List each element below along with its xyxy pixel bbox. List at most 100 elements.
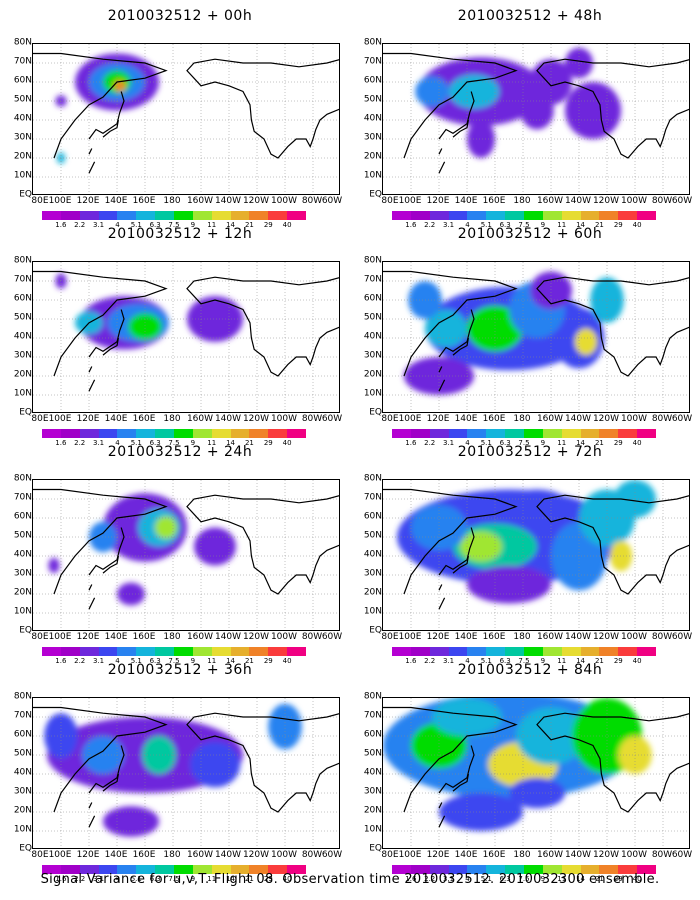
legend-swatch	[524, 211, 543, 220]
longitude-tick-label: 80W	[301, 414, 323, 424]
legend-value-label: 14	[576, 657, 586, 665]
legend-value-label: 29	[263, 221, 273, 229]
legend-value-label: 1.6	[55, 875, 67, 883]
latitude-tick-label: 30N	[363, 350, 382, 361]
latitude-tick-label: 80N	[13, 37, 32, 48]
latitude-axis: 80N 70N 60N 50N 40N 30N 20N 10N EQ	[360, 38, 382, 199]
legend-swatch	[429, 647, 449, 656]
longitude-tick-label: 120E	[76, 414, 100, 424]
coastline	[186, 494, 339, 595]
latitude-tick-label: 50N	[13, 94, 32, 105]
latitude-tick-label: 70N	[363, 274, 382, 285]
latitude-tick-label: 10N	[363, 606, 382, 617]
legend-swatch	[60, 429, 80, 438]
legend-value-label: 29	[263, 439, 273, 447]
longitude-tick-label: 160E	[482, 850, 506, 860]
legend-value-label: 5.1	[130, 221, 142, 229]
legend-value-label: 9	[540, 221, 546, 229]
longitude-tick-label: 80E	[31, 850, 49, 860]
variance-region	[467, 120, 495, 158]
latitude-tick-label: 40N	[363, 113, 382, 124]
longitude-tick-label: 80E	[381, 196, 399, 206]
legend-value-label: 11	[557, 875, 567, 883]
map-canvas	[33, 480, 339, 630]
latitude-tick-label: EQ	[19, 843, 32, 854]
longitude-tick-label: 120E	[426, 632, 450, 642]
legend-swatch	[155, 211, 175, 220]
longitude-tick-label: 100W	[620, 414, 648, 424]
longitude-tick-label: 140E	[454, 632, 478, 642]
legend-value-label: 11	[207, 875, 217, 883]
legend-value-label: 6.3	[149, 439, 161, 447]
longitude-tick-label: 80W	[301, 632, 323, 642]
color-legend	[42, 865, 307, 874]
legend-value-label: 40	[282, 439, 292, 447]
longitude-axis: 80E 100E 120E 140E 160E 180 160W 140W 120W 100W 80…	[31, 850, 342, 861]
legend-value-label: 7.5	[168, 439, 180, 447]
latitude-tick-label: 50N	[363, 530, 382, 541]
coastline	[102, 555, 119, 574]
legend-value-label: 40	[282, 221, 292, 229]
legend-swatch	[60, 647, 80, 656]
legend-swatch	[192, 865, 212, 874]
map-panel: 2010032512 + 48h 80N 70N 60N 50N 40N 30N 20N 10N…	[360, 6, 700, 229]
variance-region	[268, 703, 302, 750]
variance-region	[142, 736, 176, 774]
latitude-tick-label: 20N	[13, 151, 32, 162]
legend-swatch	[505, 865, 525, 874]
longitude-tick-label: 140W	[564, 414, 592, 424]
longitude-tick-label: 120W	[242, 196, 270, 206]
legend-swatch	[561, 429, 581, 438]
latitude-tick-label: 10N	[13, 824, 32, 835]
coastline	[452, 555, 469, 574]
legend-swatch	[287, 647, 307, 656]
legend-value-label: 9	[190, 657, 196, 665]
longitude-tick-label: 120W	[242, 632, 270, 642]
legend-swatch	[79, 647, 99, 656]
longitude-axis: 80E 100E 120E 140E 160E 180 160W 140W 120W 100W 80…	[31, 414, 342, 425]
latitude-tick-label: 60N	[13, 75, 32, 86]
latitude-axis: 80N 70N 60N 50N 40N 30N 20N 10N EQ	[10, 38, 32, 199]
legend-value-label: 40	[282, 657, 292, 665]
legend-value-label: 2.2	[424, 439, 436, 447]
legend-value-label: 5.1	[480, 875, 492, 883]
longitude-tick-label: 180	[163, 414, 181, 424]
map-frame	[32, 43, 340, 195]
map-panel: 2010032512 + 12h 80N 70N 60N 50N 40N 30N 20N 10N…	[10, 224, 350, 447]
color-legend	[392, 647, 657, 656]
latitude-tick-label: 70N	[13, 274, 32, 285]
longitude-tick-label: 100E	[398, 632, 422, 642]
longitude-tick-label: 120W	[592, 632, 620, 642]
longitude-tick-label: 80W	[651, 196, 673, 206]
latitude-tick-label: 40N	[363, 767, 382, 778]
variance-region	[128, 313, 162, 340]
latitude-tick-label: 80N	[13, 473, 32, 484]
map-canvas	[33, 262, 339, 412]
legend-swatch	[410, 429, 430, 438]
legend-swatch	[637, 647, 657, 656]
legend-swatch	[268, 865, 288, 874]
longitude-tick-label: 160W	[536, 196, 564, 206]
legend-value-label: 1.6	[55, 657, 67, 665]
legend-value-label: 29	[613, 439, 623, 447]
legend-swatch	[287, 429, 307, 438]
longitude-tick-label: 120E	[426, 196, 450, 206]
map-panel: 2010032512 + 00h 80N 70N 60N 50N 40N 30N 20N 10N…	[10, 6, 350, 229]
coastline	[438, 91, 475, 140]
legend-value-label: 14	[226, 439, 236, 447]
legend-labels: 1.6 2.2 3.1 4 5.1 6.3 7.5 9 11 14 21 29 40	[392, 876, 656, 884]
legend-swatch	[524, 647, 543, 656]
legend-swatch	[448, 647, 468, 656]
legend-swatch	[249, 429, 269, 438]
longitude-tick-label: 160W	[536, 850, 564, 860]
coastline	[88, 802, 93, 809]
legend-value-label: 21	[594, 221, 604, 229]
legend-value-label: 7.5	[518, 657, 530, 665]
map-frame	[382, 479, 690, 631]
latitude-tick-label: EQ	[369, 625, 382, 636]
coastline	[88, 597, 96, 610]
latitude-tick-label: 30N	[13, 568, 32, 579]
map-canvas	[383, 698, 689, 848]
variance-region	[114, 80, 126, 92]
panel-title: 2010032512 + 72h	[457, 444, 603, 460]
